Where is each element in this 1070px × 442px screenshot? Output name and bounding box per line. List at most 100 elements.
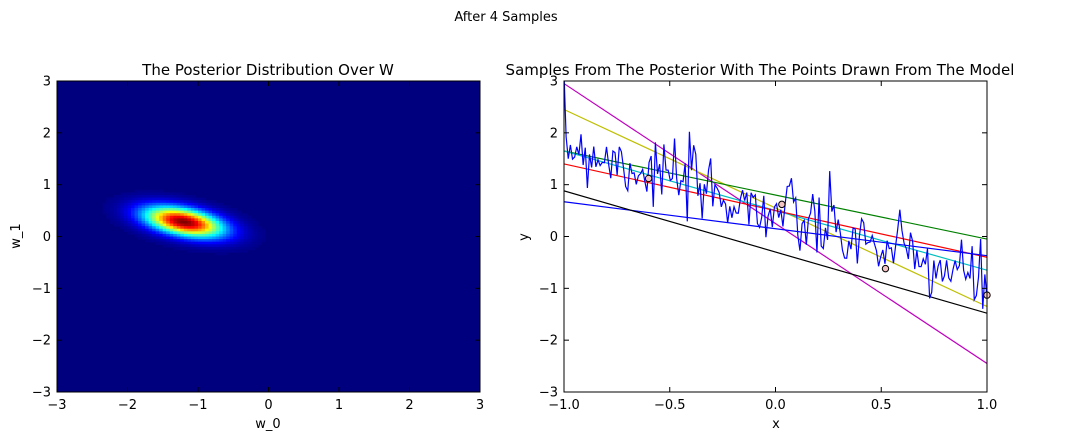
heatmap-cell <box>219 246 224 251</box>
heatmap-cell <box>141 202 146 206</box>
heatmap-cell <box>152 228 157 232</box>
heatmap-cell <box>113 218 118 222</box>
heatmap-cell <box>166 228 171 232</box>
model-noisy-series <box>564 81 987 309</box>
heatmap-cell <box>247 220 252 225</box>
heatmap-cell <box>254 231 259 235</box>
heatmap-cell <box>116 218 122 222</box>
heatmap-cell <box>183 223 189 227</box>
heatmap-cell <box>190 236 196 240</box>
heatmap-cell <box>226 241 231 245</box>
heatmap-cell <box>134 200 139 204</box>
heatmap-cell <box>148 210 153 214</box>
heatmap-cell <box>169 200 174 204</box>
heatmap-cell <box>201 231 206 235</box>
heatmap-cell <box>201 249 206 253</box>
heatmap-cell <box>201 220 206 225</box>
heatmap-cell <box>190 239 196 243</box>
heatmap-cell <box>109 213 115 217</box>
heatmap-cell <box>106 200 111 204</box>
heatmap-cell <box>166 200 171 204</box>
heatmap-cell <box>109 220 115 225</box>
heatmap-cell <box>201 205 206 209</box>
heatmap-cell <box>208 226 213 230</box>
heatmap-cell <box>145 195 150 199</box>
heatmap-cell <box>152 215 157 219</box>
heatmap-cell <box>141 197 146 201</box>
heatmap-cell <box>169 215 174 219</box>
heatmap-cell <box>180 241 185 245</box>
heatmap-cell <box>233 246 238 251</box>
samples-ytick-label: −1 <box>539 282 558 297</box>
heatmap-cell <box>194 220 199 225</box>
heatmap-cell <box>106 213 111 217</box>
heatmap-cell <box>162 195 167 199</box>
heatmap-cell <box>215 236 220 240</box>
heatmap-cell <box>257 228 263 232</box>
heatmap-cell <box>198 239 203 243</box>
heatmap-cell <box>205 226 210 230</box>
heatmap-cell <box>187 207 192 212</box>
heatmap-cell <box>243 233 248 238</box>
heatmap-cell <box>155 236 160 240</box>
heatmap-cell <box>243 215 248 219</box>
heatmap-cell <box>152 205 157 209</box>
heatmap-cell <box>222 228 227 232</box>
heatmap-cell <box>141 231 146 235</box>
heatmap-cell <box>155 231 160 235</box>
heatmap-cell <box>201 210 206 214</box>
heatmap-cell <box>229 233 234 238</box>
heatmap-cell <box>205 239 210 243</box>
heatmap-cell <box>226 220 231 225</box>
heatmap-cell <box>173 205 178 209</box>
heatmap-cell <box>155 233 160 238</box>
heatmap-cell <box>145 226 150 230</box>
heatmap-cell <box>243 228 248 232</box>
heatmap-cell <box>198 210 203 214</box>
heatmap-cell <box>215 207 220 212</box>
heatmap-cell <box>155 220 160 225</box>
heatmap-cell <box>219 218 224 222</box>
heatmap-cell <box>183 220 189 225</box>
heatmap-cell <box>123 220 129 225</box>
heatmap-cell <box>198 220 203 225</box>
heatmap-cell <box>219 228 224 232</box>
samples-marks <box>564 81 987 364</box>
heatmap-cell <box>194 226 199 230</box>
heatmap-cell <box>176 241 181 245</box>
heatmap-cell <box>236 239 241 243</box>
heatmap-cell <box>152 213 157 217</box>
heatmap-cell <box>194 239 199 243</box>
heatmap-cell <box>194 197 199 201</box>
heatmap-cell <box>131 213 136 217</box>
heatmap-cell <box>176 197 181 201</box>
heatmap-cell <box>233 220 238 225</box>
heatmap-cell <box>141 213 146 217</box>
heatmap-cell <box>127 220 132 225</box>
heatmap-cell <box>208 239 213 243</box>
heatmap-cell <box>134 231 139 235</box>
heatmap-cell <box>190 213 196 217</box>
samples-xtick-label: 0.0 <box>765 398 786 413</box>
heatmap-cell <box>229 226 234 230</box>
heatmap-cell <box>226 226 231 230</box>
heatmap-cell <box>229 218 234 222</box>
heatmap-cell <box>166 218 171 222</box>
heatmap-cell <box>138 213 143 217</box>
heatmap-cell <box>166 233 171 238</box>
heatmap-cell <box>145 207 150 212</box>
heatmap-cell <box>240 228 245 232</box>
heatmap-cell <box>205 218 210 222</box>
heatmap-cell <box>250 228 256 232</box>
samples-frame <box>563 80 988 393</box>
heatmap-cell <box>152 220 157 225</box>
heatmap-cell <box>166 241 171 245</box>
heatmap-cell <box>173 213 178 217</box>
heatmap-cell <box>194 210 199 214</box>
heatmap-cell <box>127 192 132 196</box>
heatmap-cell <box>212 213 217 217</box>
heatmap-cell <box>198 218 203 222</box>
heatmap-cell <box>229 223 234 227</box>
heatmap-cell <box>183 200 189 204</box>
